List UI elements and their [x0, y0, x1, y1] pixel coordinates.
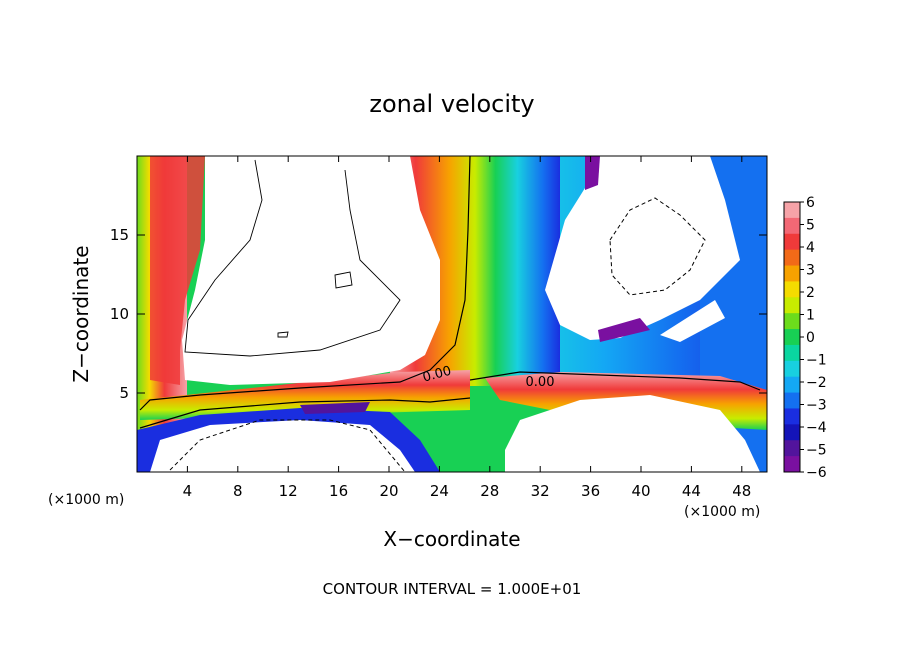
- colorbar-swatch: [784, 360, 800, 378]
- colorbar-swatch: [784, 265, 800, 282]
- colorbar-tick-label: 0: [806, 330, 815, 346]
- x-tick-label: 8: [233, 482, 243, 500]
- colorbar-tick-label: 6: [806, 195, 815, 211]
- heatmap-field: [137, 156, 767, 472]
- y-tick-label: 15: [110, 226, 129, 244]
- colorbar-swatch: [784, 456, 800, 473]
- colorbar-swatch: [784, 217, 800, 235]
- contour-lines: [139, 156, 761, 429]
- colorbar-swatch: [784, 329, 800, 346]
- x-axis: 4 8 12 16 20 24 28 32 36 40 44 48: [183, 156, 751, 500]
- x-tick-label: 48: [732, 482, 751, 500]
- x-tick-label: 16: [329, 482, 348, 500]
- x-tick-label: 20: [379, 482, 398, 500]
- colorbar-tick-label: −4: [806, 420, 827, 436]
- colorbar-swatch: [784, 440, 800, 457]
- x-tick-label: 4: [183, 482, 193, 500]
- colorbar-swatch: [784, 344, 800, 362]
- colorbar: 6 5 4 3 2 1 0 −1 −2 −3 −4 −5 −6: [783, 195, 827, 481]
- colorbar-swatch: [784, 313, 800, 330]
- x-tick-label: 36: [581, 482, 600, 500]
- colorbar-tick-label: 1: [806, 308, 815, 324]
- colorbar-swatch: [784, 424, 800, 441]
- x-tick-label: 28: [480, 482, 499, 500]
- colorbar-tick-label: −2: [806, 375, 827, 391]
- colorbar-swatch: [784, 408, 800, 425]
- x-tick-label: 44: [682, 482, 701, 500]
- contour-label-1: 0.00: [421, 364, 453, 386]
- x-tick-label: 40: [631, 482, 650, 500]
- x-axis-label: X−coordinate: [383, 527, 520, 551]
- x-unit-label-right: (×1000 m): [684, 504, 760, 520]
- colorbar-tick-label: −5: [806, 443, 827, 459]
- negative-contours: [169, 197, 706, 472]
- chart-title: zonal velocity: [369, 90, 534, 118]
- colorbar-swatch: [784, 202, 800, 219]
- colorbar-swatch: [784, 281, 800, 298]
- x-unit-label-left: (×1000 m): [48, 492, 124, 508]
- y-tick-label: 5: [119, 384, 129, 402]
- colorbar-tick-label: 4: [806, 240, 815, 256]
- y-axis: 5 10 15: [110, 226, 767, 402]
- x-tick-label: 32: [531, 482, 550, 500]
- colorbar-tick-label: 3: [806, 263, 815, 279]
- contour-interval-note: CONTOUR INTERVAL = 1.000E+01: [323, 580, 582, 598]
- contour-label-2: 0.00: [526, 375, 555, 390]
- colorbar-tick-label: 2: [806, 285, 815, 301]
- x-tick-label: 12: [279, 482, 298, 500]
- colorbar-tick-label: 5: [806, 218, 815, 234]
- x-tick-label: 24: [430, 482, 449, 500]
- y-axis-label: Z−coordinate: [69, 245, 93, 382]
- colorbar-swatch: [784, 233, 800, 251]
- colorbar-swatch: [784, 297, 800, 314]
- colorbar-swatch: [784, 376, 800, 394]
- colorbar-swatch: [784, 249, 800, 267]
- colorbar-tick-label: −1: [806, 353, 827, 369]
- colorbar-tick-label: −6: [806, 465, 827, 481]
- y-tick-label: 10: [110, 305, 129, 323]
- colorbar-swatch: [784, 392, 800, 409]
- colorbar-tick-label: −3: [806, 398, 827, 414]
